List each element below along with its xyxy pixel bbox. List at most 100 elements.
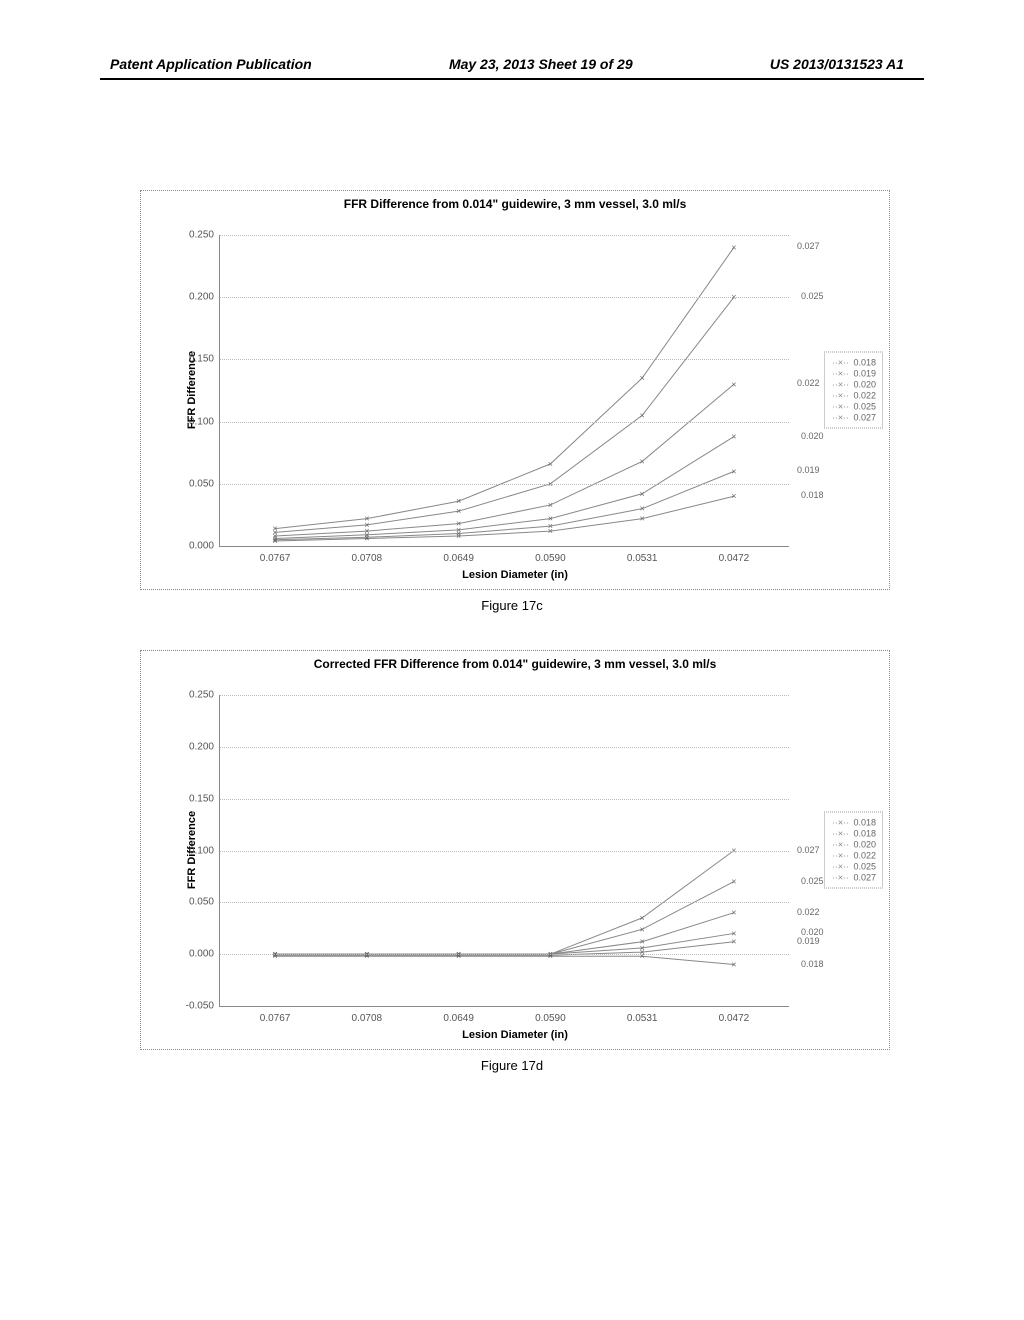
legend-label: 0.025: [853, 862, 876, 872]
gridline: [220, 954, 789, 955]
series-marker: ×: [731, 379, 736, 389]
header-rule: [100, 78, 924, 80]
legend-marker: ··×··: [831, 391, 849, 401]
series-line: [275, 956, 734, 964]
legend-marker: ··×··: [831, 851, 849, 861]
legend-label: 0.025: [853, 402, 876, 412]
series-endlabel: 0.027: [797, 241, 820, 251]
legend-item: ··×··0.018: [831, 358, 876, 368]
legend-marker: ··×··: [831, 818, 849, 828]
series-marker: ×: [548, 514, 553, 524]
xtick-label: 0.0708: [352, 553, 383, 564]
gridline: [220, 235, 789, 236]
legend-marker: ··×··: [831, 413, 849, 423]
series-marker: ×: [731, 432, 736, 442]
series-endlabel: 0.022: [797, 907, 820, 917]
chart-17d-xlabel: Lesion Diameter (in): [462, 1029, 568, 1041]
legend-label: 0.018: [853, 829, 876, 839]
xtick-label: 0.0590: [535, 1013, 566, 1024]
series-marker: ×: [456, 496, 461, 506]
chart-17c-xlabel: Lesion Diameter (in): [462, 569, 568, 581]
series-endlabel: 0.022: [797, 378, 820, 388]
chart-17c-plot: ×××××××××××××××××××××××××××××××××××× 0.0…: [219, 235, 789, 547]
legend-item: ··×·· 0.025: [831, 402, 876, 412]
ytick-label: -0.050: [172, 1001, 214, 1012]
series-endlabel: 0.018: [801, 490, 824, 500]
chart-17c-legend: ··×··0.018··×··0.019··×··0.020··×··0.022…: [824, 352, 883, 429]
xtick-label: 0.0649: [443, 1013, 474, 1024]
series-marker: ×: [640, 456, 645, 466]
series-marker: ×: [640, 410, 645, 420]
legend-item: ··×·· 0.025: [831, 862, 876, 872]
legend-marker: ··×··: [831, 402, 849, 412]
series-marker: ×: [731, 908, 736, 918]
legend-item: ··×·· 0.027: [831, 413, 876, 423]
legend-label: 0.018: [853, 818, 876, 828]
legend-label: 0.020: [853, 380, 876, 390]
ytick-label: 0.200: [172, 741, 214, 752]
header-left: Patent Application Publication: [110, 56, 312, 72]
gridline: [220, 747, 789, 748]
series-marker: ×: [640, 373, 645, 383]
legend-marker: ··×··: [831, 369, 849, 379]
chart-17d: Corrected FFR Difference from 0.014" gui…: [140, 650, 890, 1050]
chart-17d-legend: ··×··0.018··×··0.018··×··0.020··×··0.022…: [824, 812, 883, 889]
series-line: [275, 297, 734, 532]
chart-17c: FFR Difference from 0.014" guidewire, 3 …: [140, 190, 890, 590]
patent-header: Patent Application Publication May 23, 2…: [0, 56, 1024, 72]
xtick-label: 0.0472: [719, 553, 750, 564]
chart-17d-plot: ×××××××××××××××××××××××××××××××××××× -0.…: [219, 695, 789, 1007]
ytick-label: 0.250: [172, 690, 214, 701]
series-endlabel: 0.018: [801, 959, 824, 969]
gridline: [220, 422, 789, 423]
series-marker: ×: [548, 500, 553, 510]
chart-17c-title: FFR Difference from 0.014" guidewire, 3 …: [141, 191, 889, 211]
legend-marker: ··×··: [831, 873, 849, 883]
gridline: [220, 799, 789, 800]
series-endlabel: 0.025: [801, 876, 824, 886]
series-marker: ×: [731, 466, 736, 476]
series-marker: ×: [364, 514, 369, 524]
legend-item: ··×··0.019: [831, 369, 876, 379]
legend-label: 0.022: [853, 391, 876, 401]
ytick-label: 0.100: [172, 845, 214, 856]
legend-item: ··×·· 0.022: [831, 391, 876, 401]
legend-item: ··×··0.027: [831, 873, 876, 883]
series-marker: ×: [731, 960, 736, 970]
legend-marker: ··×··: [831, 380, 849, 390]
xtick-label: 0.0590: [535, 553, 566, 564]
gridline: [220, 902, 789, 903]
gridline: [220, 297, 789, 298]
series-marker: ×: [548, 459, 553, 469]
caption-17d: Figure 17d: [481, 1058, 543, 1073]
xtick-label: 0.0767: [260, 553, 291, 564]
legend-marker: ··×··: [831, 840, 849, 850]
series-marker: ×: [456, 506, 461, 516]
series-marker: ×: [731, 928, 736, 938]
legend-label: 0.027: [853, 413, 876, 423]
series-marker: ×: [640, 504, 645, 514]
xtick-label: 0.0472: [719, 1013, 750, 1024]
series-line: [275, 933, 734, 954]
series-marker: ×: [640, 514, 645, 524]
caption-17c: Figure 17c: [481, 598, 542, 613]
xtick-label: 0.0531: [627, 1013, 658, 1024]
legend-item: ··×·· 0.018: [831, 829, 876, 839]
series-line: [275, 437, 734, 539]
series-endlabel: 0.027: [797, 845, 820, 855]
series-endlabel: 0.025: [801, 291, 824, 301]
chart-17d-title: Corrected FFR Difference from 0.014" gui…: [141, 651, 889, 671]
gridline: [220, 484, 789, 485]
legend-label: 0.018: [853, 358, 876, 368]
legend-marker: ··×··: [831, 829, 849, 839]
series-line: [275, 913, 734, 954]
series-line: [275, 496, 734, 541]
legend-marker: ··×··: [831, 862, 849, 872]
series-line: [275, 247, 734, 528]
ytick-label: 0.250: [172, 230, 214, 241]
ytick-label: 0.000: [172, 949, 214, 960]
ytick-label: 0.100: [172, 416, 214, 427]
ytick-label: 0.200: [172, 292, 214, 303]
series-endlabel: 0.020: [801, 431, 824, 441]
series-line: [275, 882, 734, 955]
